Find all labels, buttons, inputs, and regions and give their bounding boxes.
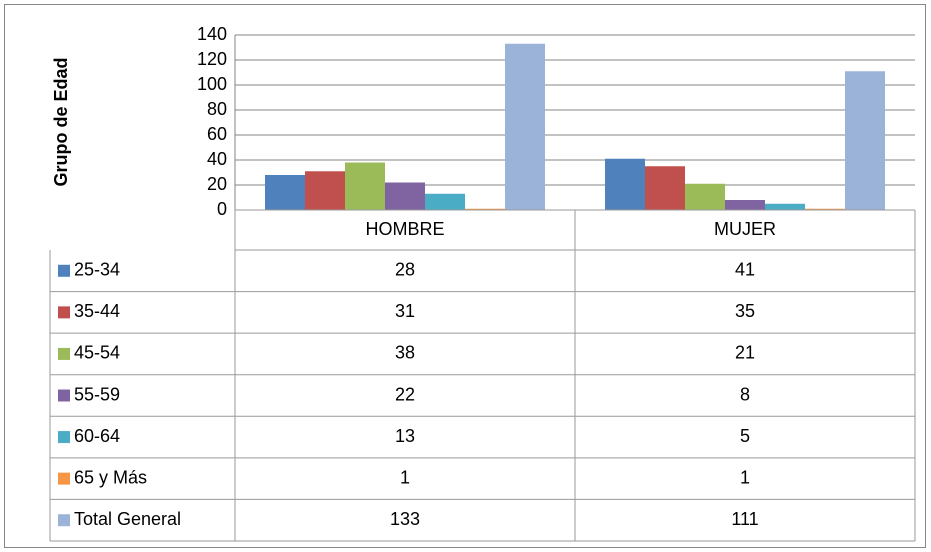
bar (305, 171, 345, 210)
y-tick-label: 140 (197, 24, 227, 44)
y-tick-label: 40 (207, 149, 227, 169)
table-value: 31 (395, 301, 415, 321)
table-value: 21 (735, 343, 755, 363)
y-tick-label: 80 (207, 99, 227, 119)
table-value: 133 (390, 509, 420, 529)
bar (265, 175, 305, 210)
chart-border (4, 4, 926, 548)
y-tick-label: 120 (197, 49, 227, 69)
legend-swatch (58, 306, 70, 319)
table-value: 38 (395, 343, 415, 363)
table-value: 22 (395, 384, 415, 404)
bar (845, 71, 885, 210)
table-value: 41 (735, 260, 755, 280)
bar (465, 208, 505, 210)
x-tick-label: MUJER (714, 219, 776, 239)
legend-label: 65 y Más (74, 467, 147, 487)
table-value: 111 (731, 509, 758, 529)
bar (505, 43, 545, 210)
bar (645, 166, 685, 210)
y-tick-label: 100 (197, 74, 227, 94)
legend-swatch (58, 431, 70, 444)
bar (805, 208, 845, 210)
legend-swatch (58, 347, 70, 360)
legend-swatch (58, 472, 70, 485)
bar (385, 182, 425, 210)
y-tick-label: 0 (217, 199, 227, 219)
legend-swatch (58, 264, 70, 277)
bar (765, 203, 805, 210)
legend-label: Total General (74, 509, 181, 529)
legend-swatch (58, 514, 70, 527)
table-value: 5 (740, 426, 750, 446)
table-value: 1 (400, 467, 410, 487)
legend-label: 45-54 (74, 343, 120, 363)
legend-label: 60-64 (74, 426, 120, 446)
bar (605, 158, 645, 210)
legend-label: 25-34 (74, 260, 120, 280)
table-value: 1 (740, 467, 750, 487)
bar (685, 183, 725, 210)
table-value: 13 (395, 426, 415, 446)
y-axis-label: Grupo de Edad (51, 57, 71, 186)
bar (345, 162, 385, 210)
table-value: 35 (735, 301, 755, 321)
table-value: 8 (740, 384, 750, 404)
legend-swatch (58, 389, 70, 402)
legend-label: 55-59 (74, 384, 120, 404)
table-value: 28 (395, 260, 415, 280)
bar (725, 200, 765, 210)
y-tick-label: 20 (207, 174, 227, 194)
bar (425, 193, 465, 210)
x-tick-label: HOMBRE (365, 219, 444, 239)
legend-label: 35-44 (74, 301, 120, 321)
y-tick-label: 60 (207, 124, 227, 144)
